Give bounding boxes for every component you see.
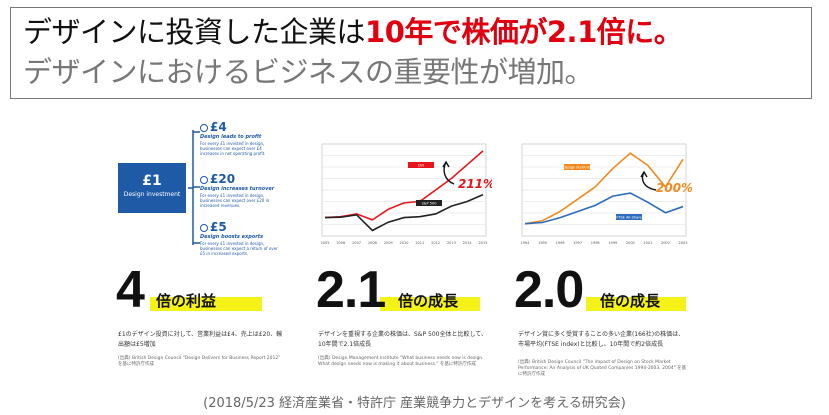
x-tick-label: 2012 bbox=[431, 241, 440, 245]
stat-number: 2.0 bbox=[514, 261, 584, 319]
return-amount: £5 bbox=[200, 220, 280, 234]
return-title: Design leads to profit bbox=[200, 134, 262, 140]
x-tick-label: 2015 bbox=[479, 241, 488, 245]
return-desc: For every £1 invested in design, busines… bbox=[200, 141, 266, 156]
series-tag-0 bbox=[408, 162, 434, 168]
stat-number: 2.1 bbox=[316, 261, 386, 319]
stat-highlight bbox=[380, 297, 480, 311]
plus-circle-icon bbox=[200, 123, 208, 132]
growth-annotation: 211% bbox=[458, 177, 492, 191]
x-tick-label: 2010 bbox=[400, 241, 409, 245]
stat-desc: £1のデザイン投資に対して、営業利益は£4、売上は£20、輸出額は£5増加 bbox=[118, 331, 283, 348]
investment-label: Design investment bbox=[123, 191, 181, 198]
chart-design-portfolio-vs-ftse: 1994 1995 1996 1997 1998 1999 2000 2001 2002 2003… bbox=[521, 143, 692, 245]
annotation-arrow bbox=[442, 160, 455, 185]
return-item-exports: £5 Design boosts exports For every £1 in… bbox=[200, 220, 280, 256]
investment-bracket bbox=[188, 130, 200, 245]
series-tag-label: S&P 500 bbox=[422, 202, 437, 206]
stat-number: 4 bbox=[116, 261, 145, 319]
chart-dvi-vs-sp500: 2005 2006 2007 2008 2009 2010 2011 2012 2013 2014… bbox=[321, 143, 492, 245]
x-tick-label: 1998 bbox=[591, 241, 600, 245]
x-tick-label: 1997 bbox=[573, 241, 582, 245]
x-tick-label: 2014 bbox=[463, 241, 473, 245]
return-amount: £20 bbox=[200, 172, 280, 186]
x-tick-label: 1999 bbox=[608, 241, 617, 245]
growth-annotation: 200% bbox=[656, 181, 692, 195]
x-tick-label: 2007 bbox=[352, 241, 361, 245]
stat-label: 倍の利益 bbox=[156, 292, 217, 310]
x-tick-label: 2006 bbox=[336, 241, 345, 245]
return-item-turnover: £20 Design increases turnover For every … bbox=[200, 172, 280, 208]
headline-emphasis: 10年で株価が2.1倍に。 bbox=[365, 15, 683, 49]
headline-line1: デザインに投資した企業は10年で株価が2.1倍に。 bbox=[23, 12, 799, 52]
x-tick-label: 2000 bbox=[626, 241, 635, 245]
x-tick-label: 2005 bbox=[321, 241, 330, 245]
return-desc: For every £1 invested in design, busines… bbox=[200, 193, 270, 208]
plus-circle-icon bbox=[200, 175, 208, 184]
series-line-1 bbox=[324, 193, 484, 232]
annotation-arrow bbox=[640, 170, 657, 191]
series-tag-label: FTSE All-Share bbox=[616, 216, 641, 220]
headline-line2: デザインにおけるビジネスの重要性が増加。 bbox=[23, 55, 594, 89]
x-tick-label: 1994 bbox=[521, 241, 531, 245]
investment-box: £1 Design investment bbox=[118, 163, 186, 213]
stat-highlight bbox=[586, 297, 686, 311]
return-item-profit: £4 Design leads to profit For every £1 i… bbox=[200, 120, 280, 156]
x-tick-label: 2009 bbox=[384, 241, 393, 245]
series-tag-1 bbox=[616, 214, 642, 220]
return-title: Design increases turnover bbox=[200, 186, 275, 192]
stat-desc: デザインを重視する企業の株価は、S&P 500全体と比較して、10年間で2.1倍… bbox=[318, 331, 487, 348]
stat-desc: デザイン賞に多く受賞することの多い企業(166社)の株価は、市場平均(FTSE … bbox=[518, 331, 685, 348]
x-tick-label: 2011 bbox=[415, 241, 424, 245]
source-footer: (2018/5/23 経済産業省・特許庁 産業競争力とデザインを考える研究会) bbox=[203, 396, 626, 411]
series-tag-label: DVI bbox=[418, 164, 424, 168]
stat-source: (出典) British Design Council "The impact … bbox=[518, 360, 687, 377]
series-tag-label: Design Portfolio bbox=[563, 166, 591, 170]
series-line-1 bbox=[524, 192, 684, 225]
x-tick-label: 2003 bbox=[679, 241, 688, 245]
stat-label: 倍の成長 bbox=[600, 292, 661, 310]
x-tick-label: 2008 bbox=[368, 241, 377, 245]
series-line-0 bbox=[524, 152, 684, 225]
x-tick-label: 1996 bbox=[556, 241, 565, 245]
headline-box: デザインに投資した企業は10年で株価が2.1倍に。 デザインにおけるビジネスの重… bbox=[10, 7, 812, 99]
return-amount: £4 bbox=[200, 120, 280, 134]
x-tick-label: 2013 bbox=[447, 241, 456, 245]
series-tag-1 bbox=[416, 200, 442, 206]
headline-prefix: デザインに投資した企業は bbox=[23, 15, 366, 49]
stat-source: (出典) British Design Council "Design Deli… bbox=[118, 356, 281, 367]
x-tick-label: 2001 bbox=[643, 241, 652, 245]
stat-label: 倍の成長 bbox=[398, 292, 459, 310]
stat-source: (出典) Design Management Institute "What b… bbox=[318, 356, 484, 367]
plus-circle-icon bbox=[200, 223, 208, 232]
stat-highlight bbox=[150, 297, 262, 311]
investment-amount: £1 bbox=[142, 173, 162, 189]
series-tag-0 bbox=[564, 164, 590, 170]
x-tick-label: 2002 bbox=[661, 241, 670, 245]
return-title: Design boosts exports bbox=[200, 234, 264, 240]
x-tick-label: 1995 bbox=[538, 241, 547, 245]
return-desc: For every £1 invested in design, busines… bbox=[200, 241, 278, 256]
